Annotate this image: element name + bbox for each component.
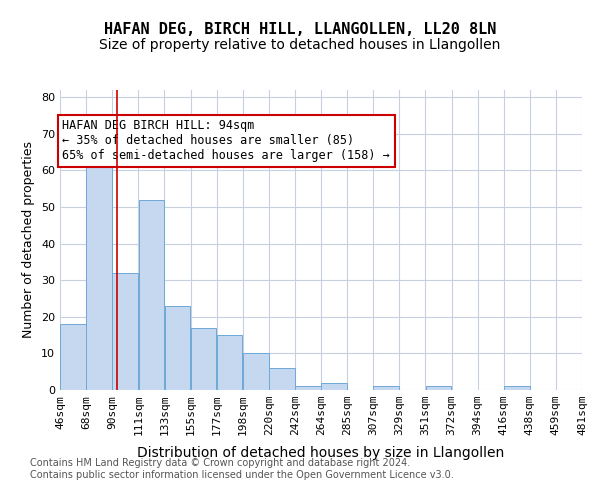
Bar	[425, 386, 451, 390]
Bar	[504, 386, 530, 390]
Text: Contains HM Land Registry data © Crown copyright and database right 2024.
Contai: Contains HM Land Registry data © Crown c…	[30, 458, 454, 480]
Bar	[295, 386, 321, 390]
Text: HAFAN DEG, BIRCH HILL, LLANGOLLEN, LL20 8LN: HAFAN DEG, BIRCH HILL, LLANGOLLEN, LL20 …	[104, 22, 496, 38]
Bar	[373, 386, 399, 390]
X-axis label: Distribution of detached houses by size in Llangollen: Distribution of detached houses by size …	[137, 446, 505, 460]
Bar	[139, 200, 164, 390]
Bar	[60, 324, 86, 390]
Bar	[217, 335, 242, 390]
Y-axis label: Number of detached properties: Number of detached properties	[22, 142, 35, 338]
Bar	[243, 354, 269, 390]
Text: Size of property relative to detached houses in Llangollen: Size of property relative to detached ho…	[100, 38, 500, 52]
Bar	[191, 328, 217, 390]
Text: HAFAN DEG BIRCH HILL: 94sqm
← 35% of detached houses are smaller (85)
65% of sem: HAFAN DEG BIRCH HILL: 94sqm ← 35% of det…	[62, 120, 390, 162]
Bar	[164, 306, 190, 390]
Bar	[321, 382, 347, 390]
Bar	[86, 152, 112, 390]
Bar	[112, 273, 138, 390]
Bar	[269, 368, 295, 390]
